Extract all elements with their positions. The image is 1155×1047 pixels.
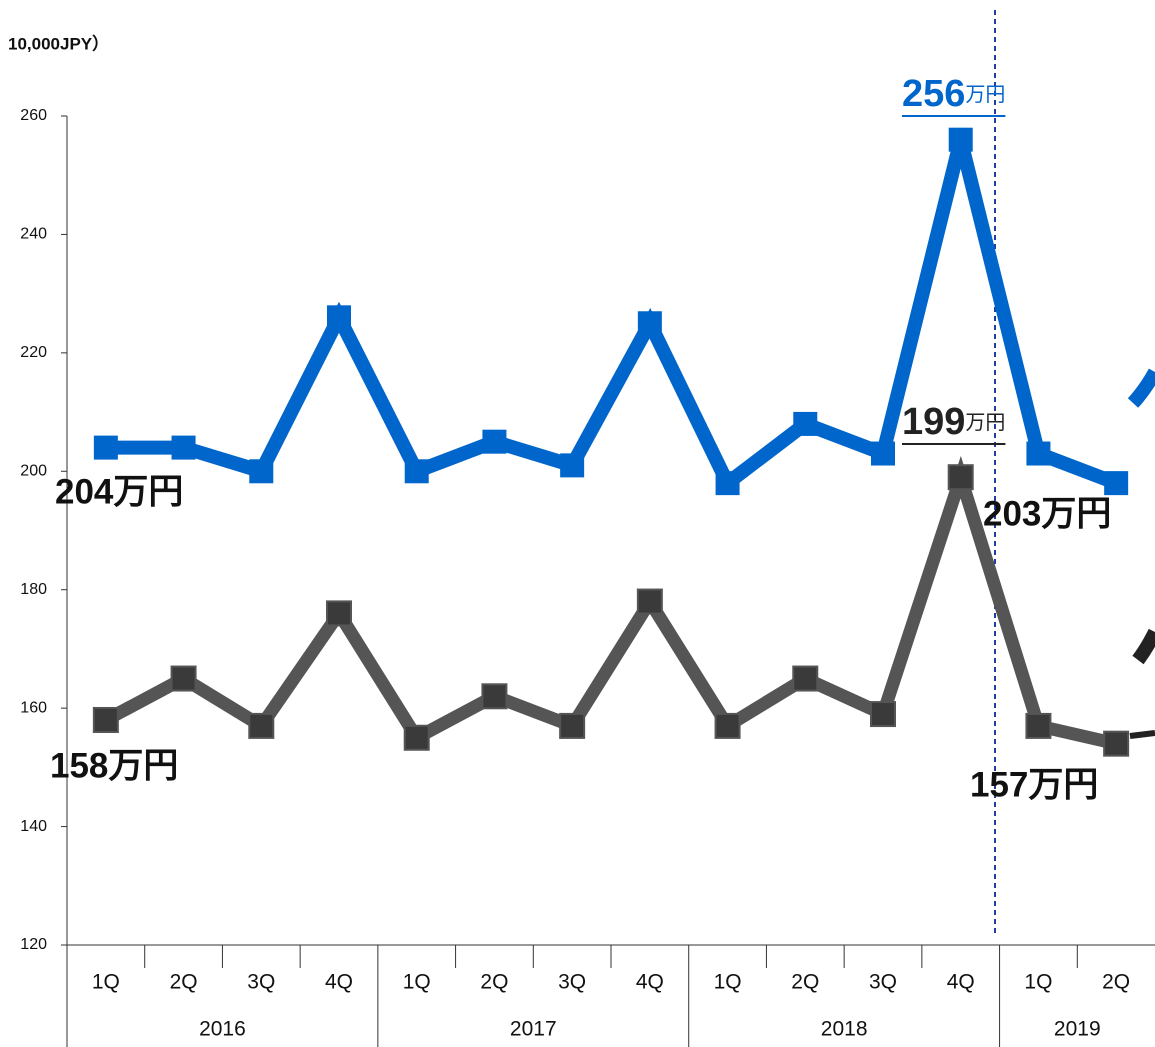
- point-marker: [249, 459, 274, 484]
- x-tick-label: 1Q: [714, 971, 742, 994]
- arrow-dark: [1132, 628, 1155, 665]
- point-marker: [248, 712, 275, 739]
- series-line: [105, 138, 1119, 494]
- point-marker: [1026, 441, 1051, 466]
- point-marker: [560, 453, 585, 478]
- x-tick-label: 2Q: [480, 971, 508, 994]
- point-marker: [1103, 730, 1130, 757]
- x-tick-label: 2Q: [791, 971, 819, 994]
- point-marker: [636, 588, 663, 615]
- point-marker: [481, 683, 508, 710]
- point-marker: [327, 305, 351, 330]
- x-tick-label: 4Q: [325, 971, 353, 994]
- x-tick-label: 3Q: [558, 971, 586, 994]
- point-marker: [1025, 712, 1052, 739]
- annotation-unit: 万円: [965, 84, 1005, 106]
- x-tick-label: 3Q: [247, 971, 275, 994]
- x-tick-label: 4Q: [947, 971, 975, 994]
- y-tick-label: 260: [20, 107, 47, 124]
- point-marker: [637, 311, 662, 336]
- point-marker: [404, 459, 429, 484]
- x-tick-label: 1Q: [403, 971, 431, 994]
- y-tick-label: 140: [20, 818, 47, 835]
- year-label: 2017: [510, 1018, 557, 1041]
- y-tick-label: 200: [20, 463, 47, 480]
- annotation: 256万円: [902, 73, 1005, 115]
- axis-label: 10,000JPY）: [8, 33, 109, 53]
- point-marker: [482, 429, 507, 454]
- x-tick-label: 2Q: [170, 971, 198, 994]
- arrow-blue: [1127, 368, 1155, 408]
- y-tick-label: 160: [20, 699, 47, 716]
- point-marker: [715, 471, 740, 496]
- point-marker: [93, 435, 118, 460]
- point-marker: [948, 127, 973, 152]
- x-tick-label: 4Q: [636, 971, 664, 994]
- point-marker: [947, 464, 974, 491]
- point-marker: [793, 411, 818, 436]
- point-marker: [559, 712, 586, 739]
- point-marker: [792, 665, 819, 692]
- year-label: 2018: [821, 1018, 868, 1041]
- y-tick-label: 180: [20, 581, 47, 598]
- point-marker: [871, 441, 895, 466]
- annotation-number: 199: [902, 401, 965, 443]
- annotation: 204万円: [55, 472, 183, 511]
- point-marker: [1104, 471, 1129, 496]
- point-marker: [326, 600, 352, 627]
- annotation: 203万円: [983, 494, 1111, 533]
- point-marker: [403, 724, 430, 751]
- arrow-tail: [1129, 730, 1155, 739]
- x-tick-label: 1Q: [1024, 971, 1052, 994]
- y-tick-label: 220: [20, 344, 47, 361]
- point-marker: [870, 701, 896, 728]
- annotation: 157万円: [970, 765, 1098, 804]
- x-tick-label: 3Q: [869, 971, 897, 994]
- point-marker: [171, 435, 196, 460]
- x-tick-label: 1Q: [92, 971, 120, 994]
- y-tick-label: 240: [20, 226, 47, 243]
- series-line: [102, 455, 1118, 751]
- annotation-unit: 万円: [965, 412, 1005, 434]
- y-tick-label: 120: [20, 936, 47, 953]
- annotation: 158万円: [50, 746, 178, 785]
- annotation: 199万円: [902, 401, 1005, 443]
- point-marker: [92, 706, 119, 733]
- point-marker: [714, 712, 741, 739]
- point-marker: [170, 665, 197, 692]
- annotation-number: 256: [902, 73, 965, 115]
- year-label: 2019: [1054, 1018, 1101, 1041]
- x-tick-label: 2Q: [1102, 971, 1130, 994]
- year-label: 2016: [199, 1018, 246, 1041]
